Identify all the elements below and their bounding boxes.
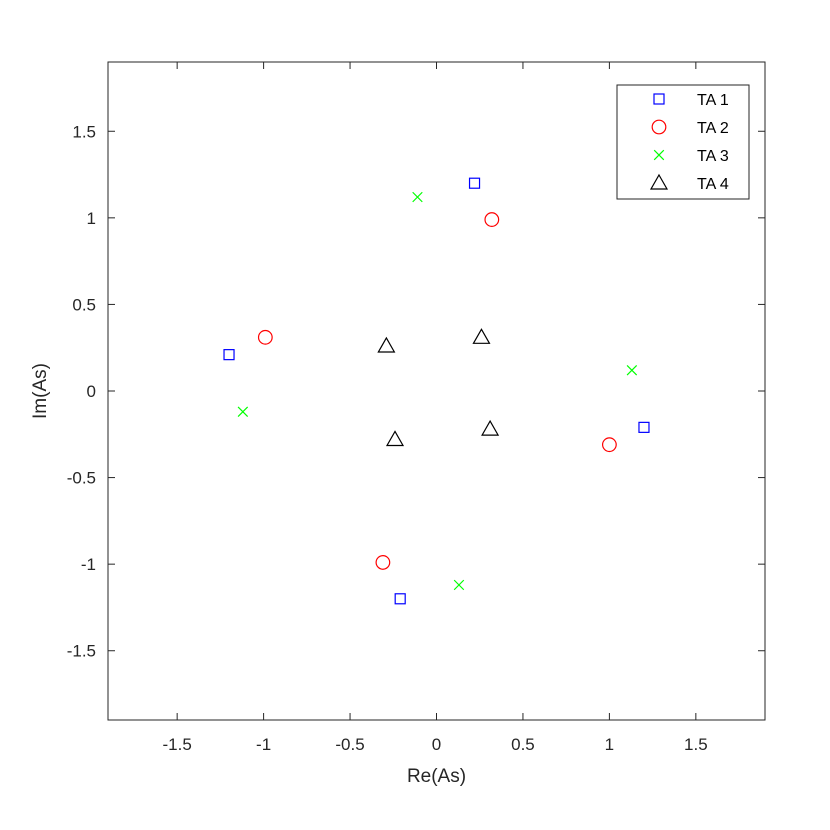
data-point: [468, 177, 481, 189]
data-point: [237, 406, 249, 418]
y-tick-label: -0.5: [67, 469, 96, 488]
y-tick-label: 0.5: [72, 295, 96, 314]
legend-box: [616, 84, 750, 200]
data-point: [638, 421, 650, 433]
y-tick-label: 1.5: [72, 122, 96, 141]
data-point: [472, 328, 491, 344]
legend: TA 1 TA 2 TA 3 TA 4: [616, 84, 750, 200]
data-point: [375, 555, 391, 570]
legend-marker: [651, 119, 667, 135]
legend-label: TA 2: [697, 120, 729, 137]
legend-label: TA 1: [697, 92, 729, 109]
y-axis-label: Im(As): [30, 363, 51, 419]
data-point: [223, 349, 235, 361]
data-point: [385, 430, 405, 447]
series-3: [237, 191, 638, 591]
data-point: [394, 593, 406, 605]
legend-label: TA 4: [697, 176, 729, 193]
series-1: [223, 177, 650, 605]
x-tick-label: 1.5: [684, 735, 708, 754]
data-point: [481, 419, 500, 436]
x-tick-label: 0.5: [511, 735, 535, 754]
axes: -1.5 -1 -0.5 0 0.5 1 1.5 -1.5 -1 -0.5 0 0.5 1 1.5: [67, 61, 766, 754]
legend-marker: [653, 93, 665, 105]
legend-label: TA 3: [697, 148, 729, 165]
y-tick-label: 0: [87, 382, 96, 401]
data-point: [626, 364, 638, 376]
legend-marker: [653, 149, 665, 161]
x-tick-label: 0: [432, 735, 441, 754]
data-point: [377, 336, 396, 353]
x-tick-label: -0.5: [335, 735, 364, 754]
data-point: [257, 329, 273, 345]
data-point: [601, 437, 617, 453]
y-tick-label: -1: [81, 555, 96, 574]
data-point: [453, 579, 465, 591]
y-tick-label: 1: [87, 209, 96, 228]
data-point: [484, 212, 500, 227]
x-axis-label: Re(As): [407, 766, 466, 787]
legend-marker: [649, 173, 669, 190]
data-point: [412, 191, 423, 203]
series-2: [257, 212, 617, 570]
y-tick-label: -1.5: [67, 642, 96, 661]
series-4: [377, 328, 500, 447]
data-markers: [223, 177, 650, 605]
x-tick-label: -1.5: [163, 735, 192, 754]
x-tick-label: -1: [256, 735, 271, 754]
x-tick-label: 1: [605, 735, 614, 754]
